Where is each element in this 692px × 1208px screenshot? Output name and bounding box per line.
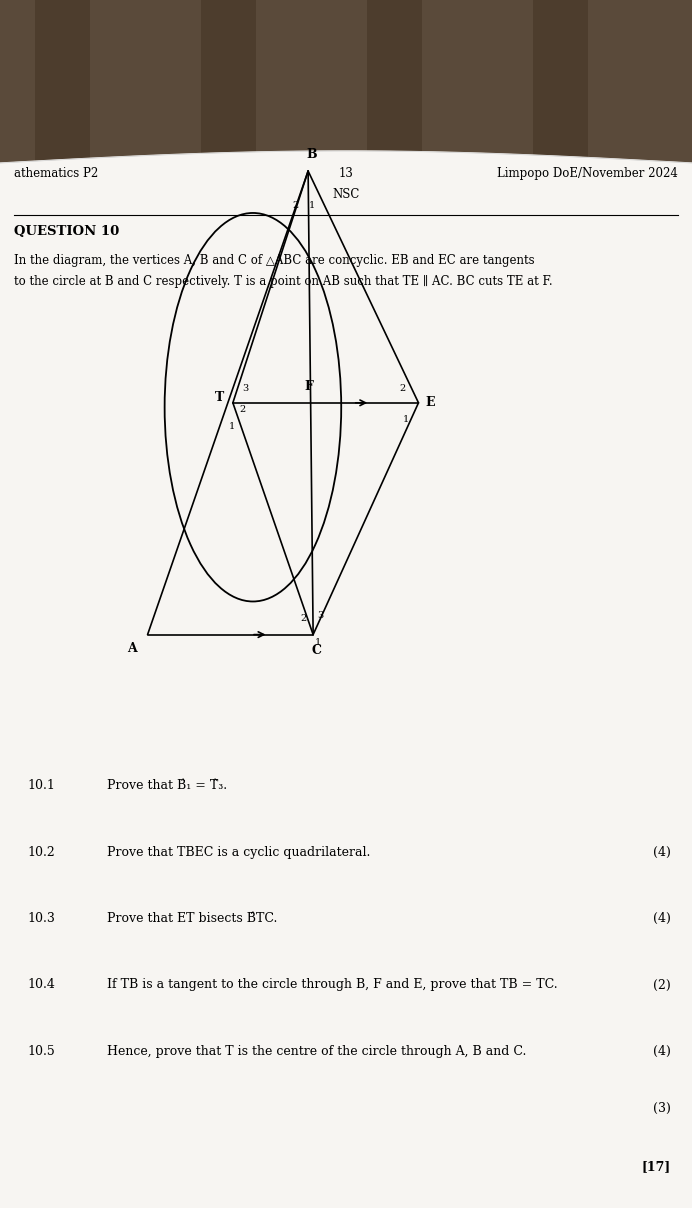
- Text: (4): (4): [653, 846, 671, 859]
- Text: 13: 13: [338, 167, 354, 180]
- Text: Hence, prove that T is the centre of the circle through A, B and C.: Hence, prove that T is the centre of the…: [107, 1045, 527, 1058]
- Text: 10.1: 10.1: [28, 779, 55, 792]
- Text: QUESTION 10: QUESTION 10: [14, 225, 119, 238]
- Text: 3: 3: [243, 384, 249, 393]
- Text: Limpopo DoE/November 2024: Limpopo DoE/November 2024: [498, 167, 678, 180]
- FancyBboxPatch shape: [0, 163, 692, 1208]
- FancyBboxPatch shape: [367, 0, 422, 163]
- Text: to the circle at B and C respectively. T is a point on AB such that TE ∥ AC. BC : to the circle at B and C respectively. T…: [14, 275, 552, 289]
- Text: 1: 1: [316, 638, 322, 647]
- Text: 2: 2: [400, 384, 406, 393]
- Text: 3: 3: [317, 611, 324, 620]
- Text: If TB is a tangent to the circle through B, F and E, prove that TB = TC.: If TB is a tangent to the circle through…: [107, 978, 558, 992]
- Text: (3): (3): [653, 1102, 671, 1115]
- Text: 1: 1: [309, 202, 316, 210]
- Text: 2: 2: [293, 202, 299, 210]
- Text: 2: 2: [240, 405, 246, 414]
- Text: A: A: [127, 641, 137, 655]
- Text: (2): (2): [653, 978, 671, 992]
- Text: (4): (4): [653, 1045, 671, 1058]
- FancyBboxPatch shape: [35, 0, 90, 163]
- Text: (4): (4): [653, 912, 671, 925]
- Text: T: T: [215, 391, 224, 405]
- Text: 10.5: 10.5: [28, 1045, 55, 1058]
- Text: 10.4: 10.4: [28, 978, 55, 992]
- Text: 10.2: 10.2: [28, 846, 55, 859]
- Text: 1: 1: [403, 414, 409, 424]
- Text: In the diagram, the vertices A, B and C of △ABC are concyclic. EB and EC are tan: In the diagram, the vertices A, B and C …: [14, 254, 534, 267]
- Text: E: E: [426, 396, 435, 410]
- Text: NSC: NSC: [332, 188, 360, 202]
- FancyBboxPatch shape: [533, 0, 588, 163]
- Text: Prove that TBEC is a cyclic quadrilateral.: Prove that TBEC is a cyclic quadrilatera…: [107, 846, 371, 859]
- Text: athematics P2: athematics P2: [14, 167, 98, 180]
- FancyBboxPatch shape: [0, 0, 692, 163]
- Text: 2: 2: [300, 614, 306, 622]
- Text: Prove that ET bisects B̂TC.: Prove that ET bisects B̂TC.: [107, 912, 277, 925]
- Text: C: C: [311, 644, 322, 657]
- Text: Prove that B̂₁ = T̂₃.: Prove that B̂₁ = T̂₃.: [107, 779, 228, 792]
- Text: F: F: [304, 381, 313, 393]
- Text: B: B: [307, 149, 317, 162]
- Text: [17]: [17]: [642, 1160, 671, 1173]
- Text: 10.3: 10.3: [28, 912, 55, 925]
- Text: 1: 1: [228, 422, 235, 431]
- FancyBboxPatch shape: [201, 0, 256, 163]
